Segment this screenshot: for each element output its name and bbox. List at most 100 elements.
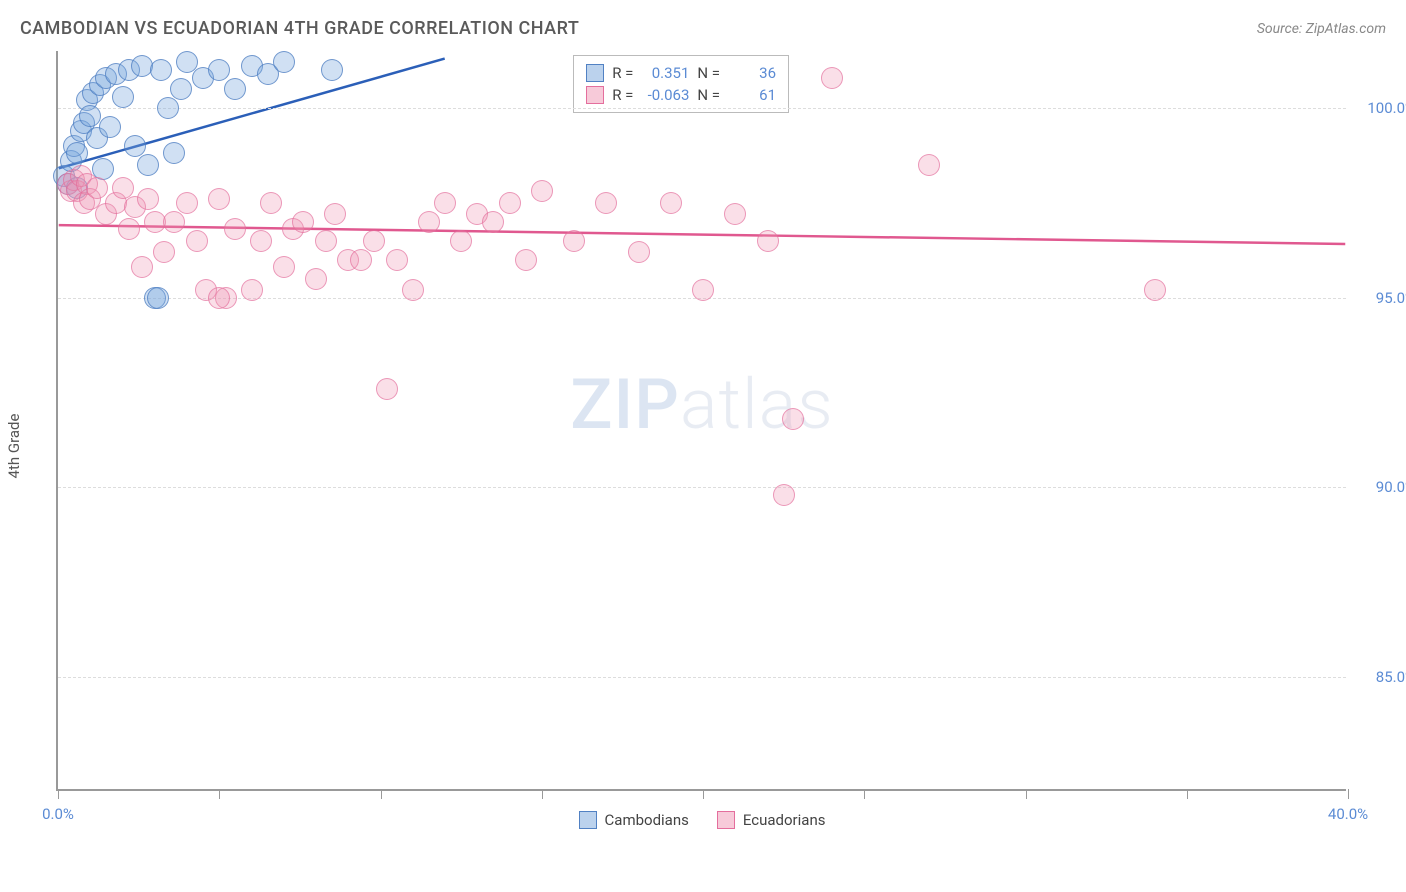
series-legend-item: Cambodians (579, 811, 689, 829)
series-legend-label: Cambodians (605, 811, 689, 829)
watermark: ZIPatlas (570, 364, 834, 446)
data-point (186, 230, 208, 252)
gridline (58, 487, 1346, 488)
data-point (315, 230, 337, 252)
data-point (153, 241, 175, 263)
data-point (66, 142, 88, 164)
series-legend: Cambodians Ecuadorians (58, 811, 1346, 829)
data-point (692, 279, 714, 301)
data-point (176, 192, 198, 214)
x-tick (58, 789, 59, 799)
x-tick (1187, 789, 1188, 799)
x-tick (1348, 789, 1349, 799)
data-point (112, 177, 134, 199)
data-point (163, 142, 185, 164)
data-point (112, 86, 134, 108)
data-point (208, 59, 230, 81)
data-point (782, 408, 804, 430)
x-tick (703, 789, 704, 799)
x-tick (1026, 789, 1027, 799)
data-point (86, 177, 108, 199)
legend-r-value: -0.063 (641, 86, 689, 104)
data-point (918, 154, 940, 176)
series-legend-label: Ecuadorians (743, 811, 826, 829)
legend-swatch-icon (586, 64, 604, 82)
data-point (150, 59, 172, 81)
plot-region: ZIPatlas R =0.351N =36R =-0.063N =61 Cam… (56, 51, 1346, 791)
data-point (224, 78, 246, 100)
data-point (273, 256, 295, 278)
data-point (418, 211, 440, 233)
data-point (292, 211, 314, 233)
x-tick (542, 789, 543, 799)
chart-area: ZIPatlas R =0.351N =36R =-0.063N =61 Cam… (56, 51, 1386, 811)
data-point (163, 211, 185, 233)
data-point (241, 279, 263, 301)
data-point (321, 59, 343, 81)
data-point (118, 218, 140, 240)
data-point (434, 192, 456, 214)
legend-r-label: R = (612, 64, 633, 82)
x-tick-label: 40.0% (1328, 805, 1368, 823)
legend-r-value: 0.351 (641, 64, 689, 82)
data-point (595, 192, 617, 214)
chart-title: CAMBODIAN VS ECUADORIAN 4TH GRADE CORREL… (20, 18, 579, 39)
data-point (250, 230, 272, 252)
data-point (157, 97, 179, 119)
legend-n-value: 36 (728, 64, 776, 82)
x-tick (219, 789, 220, 799)
data-point (99, 116, 121, 138)
data-point (628, 241, 650, 263)
y-tick-label: 100.0% (1356, 99, 1406, 117)
y-axis-label: 4th Grade (5, 414, 23, 479)
data-point (724, 203, 746, 225)
x-tick-label: 0.0% (42, 805, 74, 823)
data-point (821, 67, 843, 89)
x-tick (381, 789, 382, 799)
data-point (324, 203, 346, 225)
data-point (402, 279, 424, 301)
data-point (515, 249, 537, 271)
data-point (499, 192, 521, 214)
data-point (350, 249, 372, 271)
data-point (773, 484, 795, 506)
data-point (482, 211, 504, 233)
data-point (260, 192, 282, 214)
gridline (58, 677, 1346, 678)
data-point (137, 188, 159, 210)
legend-n-label: N = (697, 64, 720, 82)
data-point (170, 78, 192, 100)
legend-swatch-icon (717, 811, 735, 829)
data-point (660, 192, 682, 214)
legend-n-value: 61 (728, 86, 776, 104)
data-point (757, 230, 779, 252)
data-point (376, 378, 398, 400)
x-tick (864, 789, 865, 799)
data-point (531, 180, 553, 202)
series-legend-item: Ecuadorians (717, 811, 826, 829)
stats-legend: R = 0.351 N = 36 R = -0.063 N = 61 (573, 55, 789, 113)
legend-r-label: R = (612, 86, 633, 104)
chart-source: Source: ZipAtlas.com (1257, 21, 1386, 37)
data-point (273, 51, 295, 73)
data-point (147, 287, 169, 309)
legend-n-label: N = (697, 86, 720, 104)
legend-swatch-icon (579, 811, 597, 829)
data-point (131, 55, 153, 77)
data-point (124, 135, 146, 157)
gridline (58, 108, 1346, 109)
y-tick-label: 90.0% (1356, 478, 1406, 496)
data-point (208, 188, 230, 210)
data-point (1144, 279, 1166, 301)
data-point (131, 256, 153, 278)
data-point (137, 154, 159, 176)
legend-swatch-icon (586, 86, 604, 104)
data-point (386, 249, 408, 271)
data-point (363, 230, 385, 252)
trend-lines (58, 51, 1346, 789)
y-tick-label: 85.0% (1356, 668, 1406, 686)
data-point (563, 230, 585, 252)
legend-row: R = 0.351 N = 36 (586, 62, 776, 84)
chart-header: CAMBODIAN VS ECUADORIAN 4TH GRADE CORREL… (0, 0, 1406, 51)
y-tick-label: 95.0% (1356, 289, 1406, 307)
